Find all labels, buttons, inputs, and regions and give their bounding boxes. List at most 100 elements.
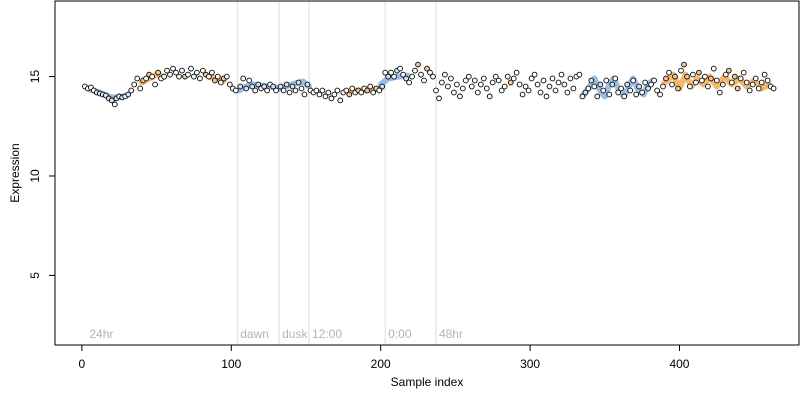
plot-frame: [54, 0, 800, 346]
data-point: [292, 87, 299, 94]
data-point: [313, 87, 320, 94]
data-point: [243, 85, 250, 92]
data-point: [651, 77, 657, 84]
data-point: [319, 87, 326, 94]
data-point: [370, 89, 377, 96]
data-point: [442, 71, 448, 78]
data-point: [301, 91, 308, 98]
data-point: [439, 79, 445, 86]
data-point: [237, 83, 244, 90]
data-point: [465, 73, 472, 80]
data-point: [636, 83, 642, 90]
data-point: [176, 73, 182, 80]
data-point: [716, 89, 723, 96]
data-point: [534, 81, 541, 88]
data-point: [471, 77, 478, 84]
data-point: [528, 75, 535, 82]
data-point: [212, 77, 218, 84]
data-point: [693, 79, 699, 86]
data-point: [445, 83, 451, 90]
data-point: [501, 83, 508, 90]
data-point: [125, 91, 132, 98]
x-tick-label: 400: [669, 357, 689, 371]
data-point: [621, 93, 628, 100]
vertical-marker-label: dawn: [240, 327, 269, 341]
data-point: [552, 87, 559, 94]
data-point: [331, 91, 338, 98]
data-point: [462, 77, 469, 84]
data-point: [585, 85, 592, 92]
data-point: [131, 81, 138, 88]
data-points: [82, 61, 777, 108]
data-point: [600, 87, 607, 94]
data-point: [606, 91, 613, 98]
data-point: [433, 87, 439, 94]
x-axis-label: Sample index: [391, 375, 464, 389]
vertical-marker-label: 48hr: [439, 327, 463, 341]
data-point: [764, 77, 771, 84]
data-point: [510, 75, 517, 82]
data-point: [206, 73, 212, 80]
data-point: [504, 73, 511, 80]
data-point: [645, 85, 651, 92]
data-point: [660, 83, 666, 90]
data-point: [477, 81, 484, 88]
data-point: [615, 89, 622, 96]
data-point: [179, 67, 185, 74]
data-point: [740, 69, 747, 76]
data-point: [194, 69, 200, 76]
data-point: [474, 89, 481, 96]
data-point: [261, 83, 268, 90]
vertical-marker-label: 24hr: [89, 327, 113, 341]
data-point: [710, 65, 717, 72]
data-point: [152, 81, 158, 88]
data-point: [737, 75, 744, 82]
data-point: [346, 91, 353, 98]
data-point: [513, 69, 520, 76]
data-point: [681, 61, 687, 68]
data-point: [155, 69, 161, 76]
data-point: [343, 87, 350, 94]
data-point: [349, 85, 356, 92]
data-point: [424, 65, 430, 72]
data-point: [134, 75, 141, 82]
data-point: [328, 95, 335, 102]
data-point: [406, 79, 412, 86]
data-point: [702, 73, 708, 80]
data-point: [728, 79, 735, 86]
data-point: [289, 83, 296, 90]
x-tick-label: 0: [79, 357, 86, 371]
data-point: [492, 73, 499, 80]
data-point: [633, 91, 640, 98]
data-point: [246, 77, 253, 84]
data-point: [591, 83, 598, 90]
data-point: [277, 83, 284, 90]
data-point: [603, 77, 610, 84]
data-point: [226, 81, 233, 88]
data-point: [298, 85, 305, 92]
y-tick-label: 15: [28, 70, 42, 84]
data-point: [167, 71, 173, 78]
data-point: [185, 71, 191, 78]
data-point: [304, 81, 311, 88]
data-point: [519, 91, 526, 98]
data-point: [576, 71, 583, 78]
data-point: [111, 101, 118, 108]
data-point: [761, 71, 768, 78]
data-point: [687, 83, 693, 90]
data-point: [427, 69, 433, 76]
data-point: [415, 61, 421, 68]
data-point: [217, 79, 224, 86]
data-point: [280, 87, 287, 94]
data-point: [337, 97, 344, 104]
data-point: [627, 87, 634, 94]
data-point: [588, 77, 595, 84]
data-point: [252, 87, 259, 94]
data-point: [719, 81, 726, 88]
data-point: [537, 89, 544, 96]
data-point: [170, 65, 176, 72]
data-point: [316, 91, 323, 98]
data-point: [191, 73, 197, 80]
data-point: [725, 67, 732, 74]
data-point: [264, 87, 270, 94]
